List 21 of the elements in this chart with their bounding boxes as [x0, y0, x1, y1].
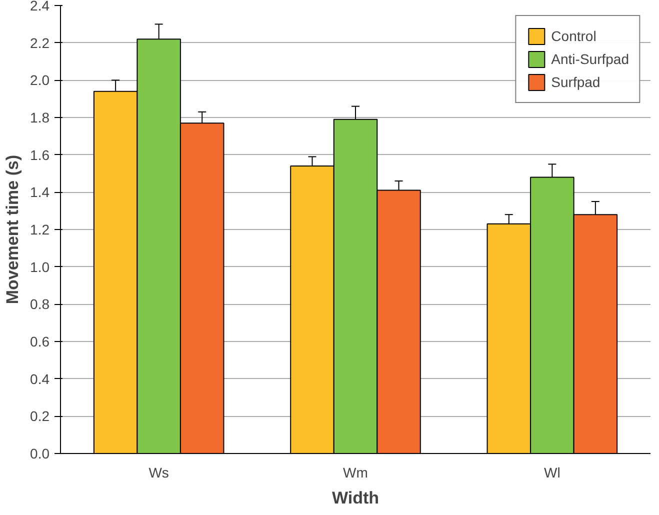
y-tick-label: 0.8: [30, 296, 50, 312]
x-tick-label: Wm: [343, 464, 368, 480]
y-tick-label: 1.2: [30, 222, 50, 238]
legend-label: Anti-Surfpad: [551, 51, 629, 67]
y-tick-label: 2.2: [30, 34, 50, 51]
y-tick-label: 1.4: [30, 184, 50, 200]
legend-label: Control: [551, 28, 596, 44]
x-tick-label: Ws: [148, 464, 169, 480]
y-tick-label: 0.6: [30, 334, 50, 350]
legend-label: Surfpad: [551, 74, 600, 90]
y-tick-label: 0.4: [30, 370, 50, 387]
y-tick-label: 1.6: [30, 146, 50, 163]
y-tick-label: 2.4: [30, 0, 50, 14]
x-axis-title: Width: [332, 488, 380, 508]
y-axis-title: Movement time (s): [3, 154, 22, 304]
y-tick-label: 1.8: [30, 110, 50, 126]
x-tick-label: Wl: [544, 464, 560, 480]
y-tick-label: 0.0: [30, 446, 50, 462]
y-tick-label: 2.0: [30, 72, 50, 88]
y-tick-label: 1.0: [30, 258, 50, 275]
y-tick-label: 0.2: [30, 408, 50, 424]
